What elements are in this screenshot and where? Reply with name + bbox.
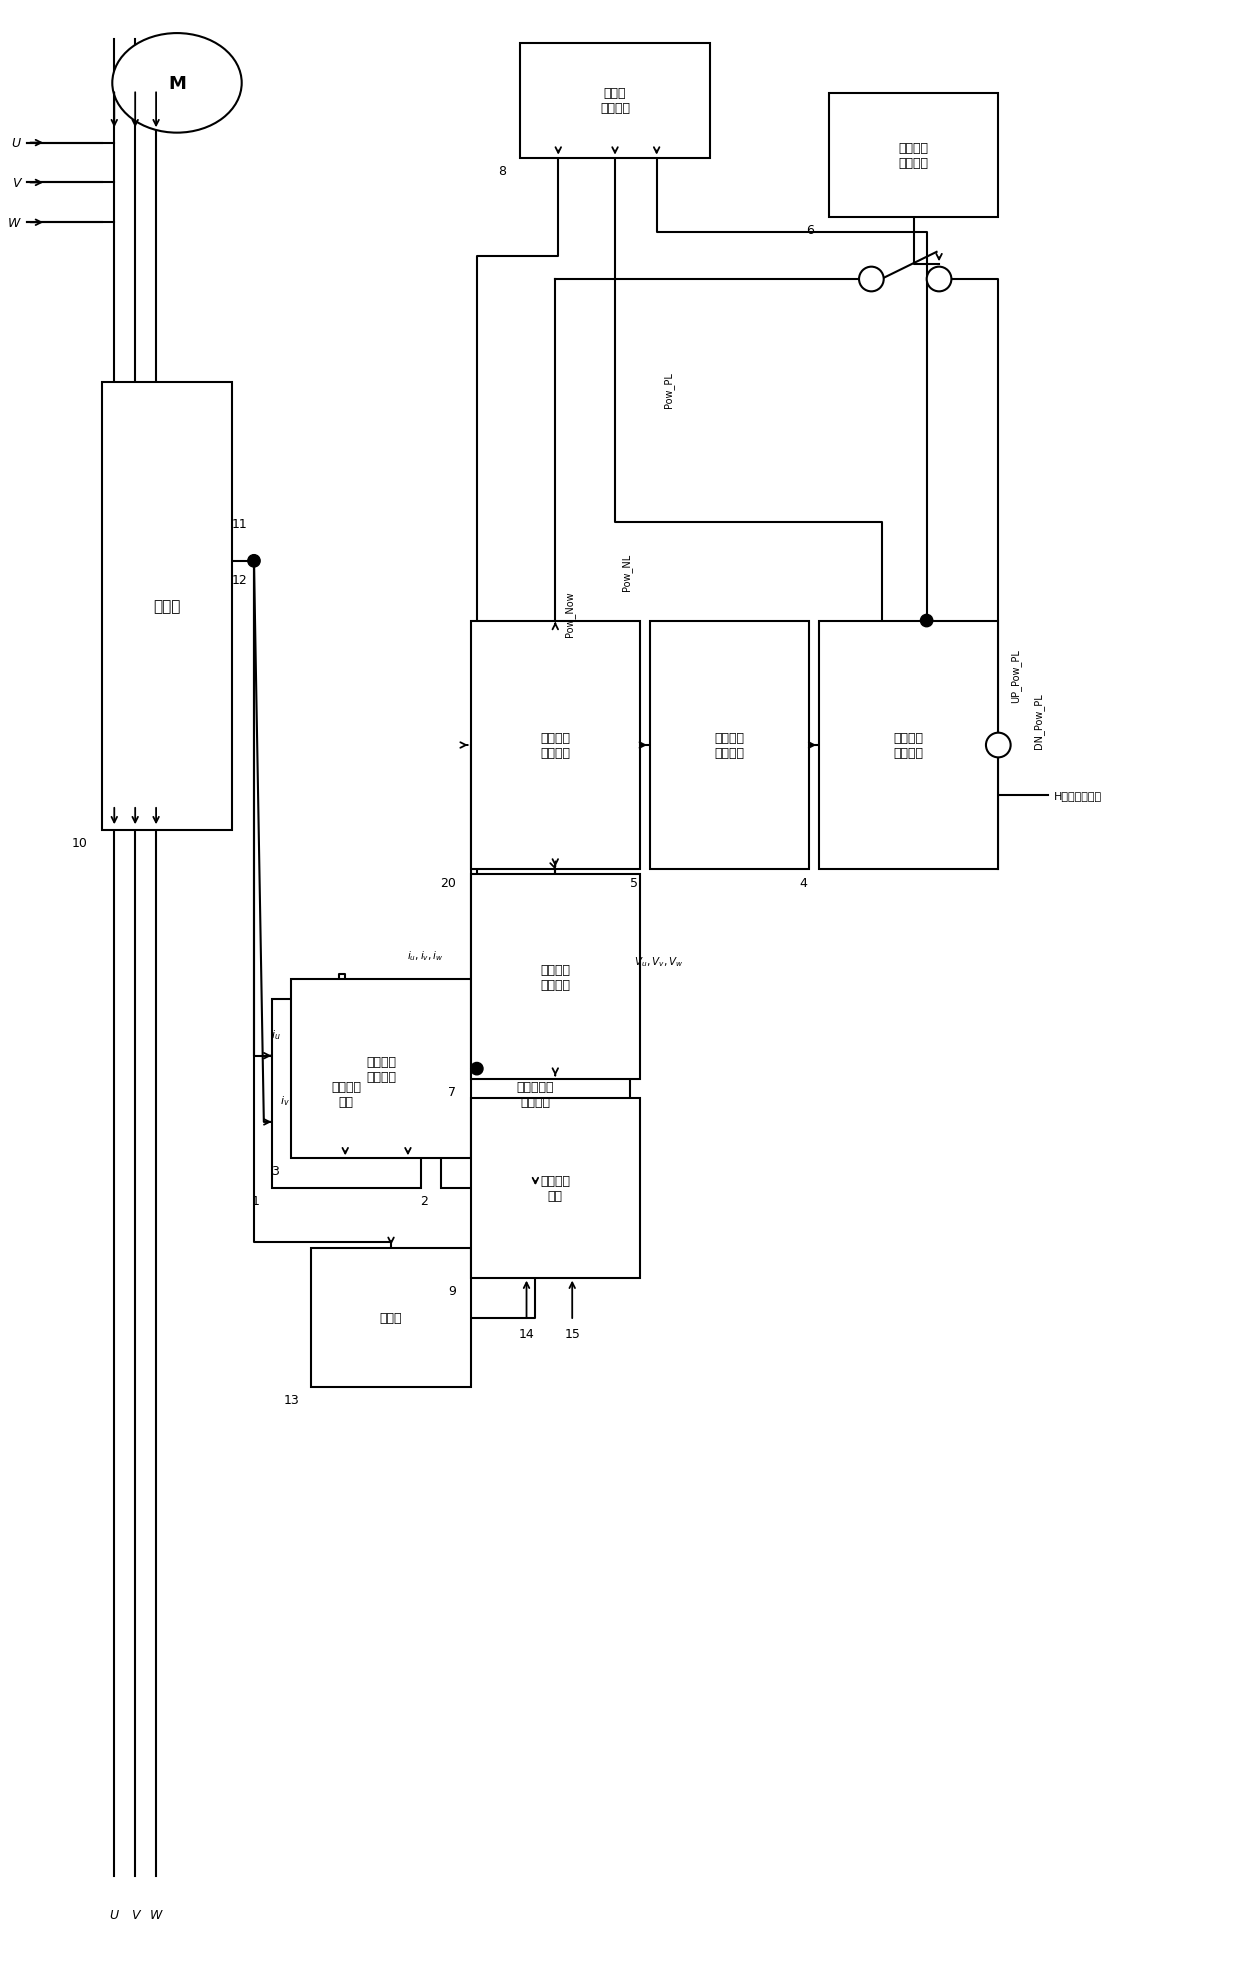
Text: U: U <box>109 1907 119 1921</box>
Text: 4: 4 <box>799 876 807 890</box>
Text: 行人检测
模块: 行人检测 模块 <box>541 1174 570 1202</box>
FancyBboxPatch shape <box>311 1249 471 1387</box>
Text: 载荷功率
运算模块: 载荷功率 运算模块 <box>894 733 924 760</box>
FancyBboxPatch shape <box>820 621 998 870</box>
Text: 8: 8 <box>497 165 506 177</box>
Text: $i_u, i_v, i_w$: $i_u, i_v, i_w$ <box>407 949 444 962</box>
FancyBboxPatch shape <box>440 1000 630 1188</box>
Circle shape <box>920 615 932 627</box>
Circle shape <box>471 1063 484 1074</box>
Circle shape <box>986 733 1011 758</box>
FancyBboxPatch shape <box>471 621 640 870</box>
Text: W: W <box>150 1907 162 1921</box>
Text: H（提升高度）: H（提升高度） <box>1054 790 1102 801</box>
Text: 电压估计算
检测模块: 电压估计算 检测模块 <box>517 1080 554 1108</box>
Circle shape <box>859 267 884 293</box>
Text: V: V <box>11 177 20 191</box>
FancyBboxPatch shape <box>272 1000 420 1188</box>
FancyBboxPatch shape <box>830 94 998 218</box>
Text: $i_u$: $i_u$ <box>272 1027 281 1041</box>
FancyBboxPatch shape <box>650 621 810 870</box>
Text: Pow_NL: Pow_NL <box>621 554 632 591</box>
Text: 锁相环: 锁相环 <box>379 1312 402 1324</box>
FancyBboxPatch shape <box>521 43 709 159</box>
Text: 空载功率
扩放模块: 空载功率 扩放模块 <box>541 733 570 760</box>
Text: 3: 3 <box>272 1165 279 1178</box>
FancyBboxPatch shape <box>291 980 471 1159</box>
Text: UP_Pow_PL: UP_Pow_PL <box>1011 648 1022 703</box>
Text: 控制柜: 控制柜 <box>154 599 181 615</box>
Text: 运行方向
判断模块: 运行方向 判断模块 <box>899 141 929 171</box>
Text: 14: 14 <box>518 1328 534 1339</box>
Text: $V_u, V_v, V_w$: $V_u, V_v, V_w$ <box>634 955 683 968</box>
Text: U: U <box>11 137 20 149</box>
Text: 15: 15 <box>564 1328 580 1339</box>
FancyBboxPatch shape <box>471 1100 640 1279</box>
Text: Pow_PL: Pow_PL <box>663 371 673 409</box>
Text: 1: 1 <box>252 1194 259 1208</box>
Text: W: W <box>7 216 20 230</box>
Text: 9: 9 <box>448 1284 456 1298</box>
Text: 2: 2 <box>420 1194 429 1208</box>
Text: 12: 12 <box>232 573 248 587</box>
Text: 交载状态
判断模块: 交载状态 判断模块 <box>541 962 570 992</box>
Circle shape <box>248 556 260 568</box>
Text: V: V <box>131 1907 139 1921</box>
Text: 三前功率
运算模块: 三前功率 运算模块 <box>366 1055 396 1082</box>
Text: 7: 7 <box>448 1086 456 1098</box>
FancyBboxPatch shape <box>103 383 232 831</box>
Text: 电流检测
模块: 电流检测 模块 <box>331 1080 361 1108</box>
Text: 13: 13 <box>283 1394 299 1406</box>
Text: $i_v$: $i_v$ <box>280 1094 290 1108</box>
FancyBboxPatch shape <box>471 876 640 1078</box>
Text: 负载率
运算模块: 负载率 运算模块 <box>600 86 630 116</box>
Text: Pow_Now: Pow_Now <box>564 591 575 636</box>
Text: 5: 5 <box>630 876 637 890</box>
Text: 6: 6 <box>806 224 815 238</box>
Ellipse shape <box>113 33 242 134</box>
Circle shape <box>926 267 951 293</box>
Text: M: M <box>169 75 186 92</box>
Text: 空载功率
调整模块: 空载功率 调整模块 <box>714 733 744 760</box>
Text: 11: 11 <box>232 518 248 530</box>
Text: 20: 20 <box>440 876 456 890</box>
Text: 10: 10 <box>72 837 88 848</box>
Text: DN_Pow_PL: DN_Pow_PL <box>1033 693 1044 748</box>
